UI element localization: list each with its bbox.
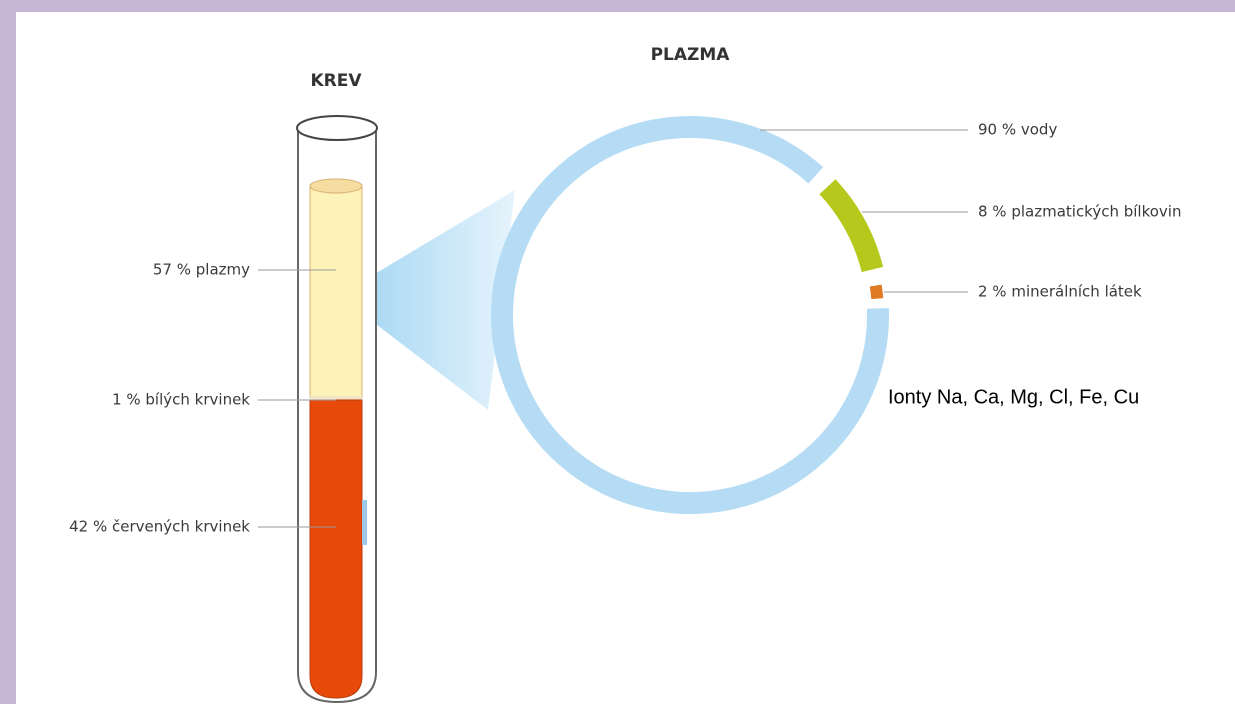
tube-label: 57 % plazmy [153, 261, 250, 279]
tube-rim [297, 116, 377, 140]
heading-blood: KREV [310, 71, 362, 91]
ring-label: 2 % minerálních látek [978, 283, 1142, 301]
tube-mark [362, 500, 367, 545]
panel [16, 12, 1235, 704]
heading-plasma: PLAZMA [651, 45, 731, 65]
plasma-layer [310, 186, 362, 398]
ring-minerals [876, 286, 878, 299]
red-cells-layer [310, 400, 362, 698]
tube-label: 1 % bílých krvinek [112, 391, 250, 409]
white-cells-layer [310, 396, 362, 400]
ring-label: 90 % vody [978, 121, 1057, 139]
diagram: KREV PLAZMA 57 % plazmy 1 % bílých krvin… [0, 0, 1235, 704]
ions-note: Ionty Na, Ca, Mg, Cl, Fe, Cu [888, 386, 1139, 408]
plasma-top [310, 179, 362, 193]
tube-label: 42 % červených krvinek [69, 518, 250, 536]
ring-label: 8 % plazmatických bílkovin [978, 203, 1181, 221]
